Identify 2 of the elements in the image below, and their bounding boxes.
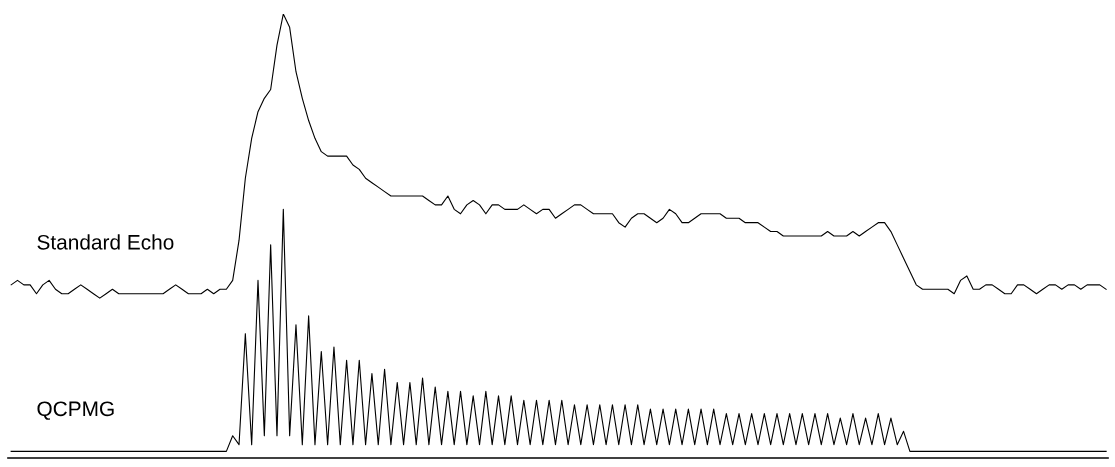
- series-label: QCPMG: [37, 401, 114, 420]
- series-label: Standard Echo: [37, 234, 174, 250]
